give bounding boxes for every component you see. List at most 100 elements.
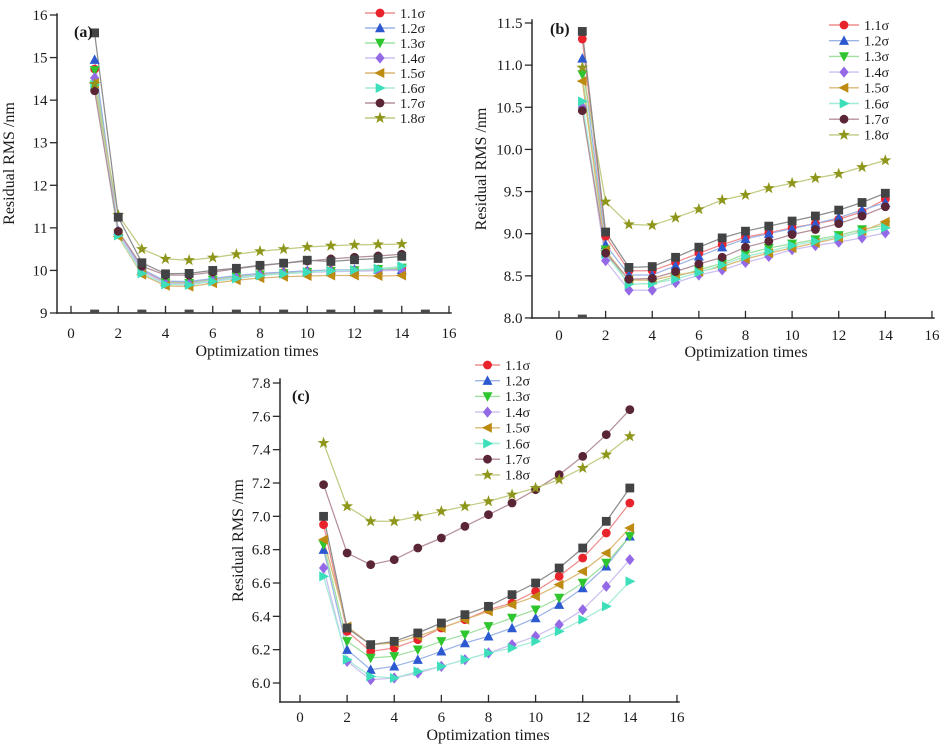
circle-marker	[647, 273, 657, 283]
square-marker	[554, 563, 564, 573]
triangle-right-marker	[694, 267, 705, 278]
triangle-right-marker	[389, 673, 400, 684]
triangle-down-marker	[554, 593, 565, 604]
triangle-up-marker	[530, 612, 541, 623]
triangle-up-marker	[389, 661, 400, 671]
x-tick-label: 0	[555, 328, 563, 344]
series-1-6sigma-markers	[319, 571, 636, 684]
circle-marker	[880, 202, 890, 212]
square-marker	[460, 610, 470, 620]
square-marker	[373, 254, 383, 263]
y-tick-label: 7.6	[252, 409, 271, 425]
y-axis-label: Residual RMS /nm	[473, 107, 490, 230]
legend-label: 1.2σ	[864, 35, 890, 50]
square-marker	[671, 252, 680, 262]
y-tick-label: 9.5	[504, 185, 523, 201]
star-marker	[856, 160, 868, 173]
legend-label: 1.8σ	[505, 469, 531, 484]
triangle-down-marker	[483, 622, 494, 632]
series-1-1sigma-markers	[319, 498, 635, 656]
diamond-marker	[318, 562, 329, 574]
circle-marker	[413, 543, 423, 553]
series-1-8sigma-line	[323, 435, 631, 522]
series-1-7sigma-markers	[90, 86, 407, 280]
triangle-up-marker	[717, 241, 728, 252]
square-marker	[741, 226, 750, 236]
triangle-left-marker	[530, 591, 540, 602]
square-marker	[507, 590, 517, 600]
square-marker	[624, 263, 634, 272]
circle-marker	[717, 252, 727, 262]
triangle-right-marker	[578, 614, 589, 625]
triangle-right-marker	[834, 232, 845, 243]
x-tick-label: 8	[256, 326, 264, 342]
triangle-up-marker	[810, 218, 821, 228]
square-marker	[255, 260, 265, 270]
triangle-right-marker	[342, 654, 353, 665]
triangle-up-marker	[787, 223, 798, 233]
triangle-down-marker	[577, 70, 588, 80]
subplot-b: 0 2 4 6 8 10 12 14 16 8.0 8.5 9.0 9.5 10.0 10.5 11.0 11.…	[473, 16, 940, 361]
legend-label: 1.4σ	[505, 406, 531, 421]
triangle-right-icon	[483, 438, 494, 449]
legend-label: 1.7σ	[400, 97, 426, 112]
triangle-right-marker	[161, 279, 172, 290]
series-unlabeled-square-markers	[319, 483, 635, 650]
star-marker	[277, 242, 290, 255]
circle-icon	[375, 8, 385, 18]
triangle-left-icon	[481, 422, 492, 433]
triangle-down-marker	[365, 653, 376, 664]
series-1-5sigma-markers	[576, 76, 890, 286]
star-marker	[832, 167, 845, 179]
y-tick-label: 9	[40, 306, 48, 322]
y-tick-label: 7.8	[252, 376, 271, 392]
baseline-dash	[577, 314, 587, 318]
x-tick-label: 12	[831, 328, 846, 344]
y-tick-label: 8.5	[504, 269, 523, 285]
legend-entry: 1.8σ	[475, 468, 531, 484]
triangle-down-marker	[530, 605, 541, 615]
diamond-icon	[839, 66, 849, 78]
series-1-7sigma-markers	[577, 106, 890, 284]
legend-entry: 1.2σ	[829, 35, 890, 50]
legend-entry: 1.4σ	[475, 406, 531, 421]
triangle-down-marker	[459, 630, 470, 640]
circle-marker	[764, 236, 774, 246]
circle-marker	[577, 34, 587, 44]
diamond-marker	[507, 639, 517, 651]
square-marker	[389, 636, 399, 646]
x-axis-label: Optimization times	[426, 727, 549, 744]
star-marker	[762, 181, 775, 194]
star-icon	[481, 468, 494, 480]
triangle-down-icon	[482, 392, 493, 402]
square-marker	[601, 516, 611, 526]
triangle-right-marker	[857, 227, 868, 238]
y-tick-label: 12	[33, 178, 48, 194]
star-marker	[809, 171, 822, 184]
legend-label: 1.4σ	[400, 52, 426, 67]
series-unlabeled-square-markers	[90, 28, 407, 279]
diamond-marker	[717, 264, 727, 276]
axes	[49, 13, 452, 314]
series-1-3sigma-markers	[318, 532, 635, 664]
circle-marker	[671, 267, 680, 277]
baseline-dash	[326, 309, 336, 313]
triangle-up-marker	[507, 622, 518, 633]
circle-marker	[625, 405, 635, 415]
x-tick-label: 14	[878, 328, 894, 344]
axes	[272, 378, 680, 703]
series-1-8sigma-markers	[576, 61, 892, 231]
triangle-left-marker	[317, 534, 328, 545]
circle-marker	[811, 225, 820, 234]
x-tick-label: 16	[442, 326, 458, 342]
legend-label: 1.3σ	[864, 50, 890, 65]
star-marker	[576, 61, 589, 73]
series-1-6sigma-line	[581, 101, 886, 285]
square-marker	[857, 198, 867, 207]
circle-marker	[577, 106, 587, 116]
triangle-right-marker	[302, 267, 313, 278]
star-marker	[341, 500, 354, 512]
triangle-left-marker	[348, 270, 359, 281]
square-marker	[397, 251, 407, 261]
triangle-down-marker	[577, 578, 588, 589]
